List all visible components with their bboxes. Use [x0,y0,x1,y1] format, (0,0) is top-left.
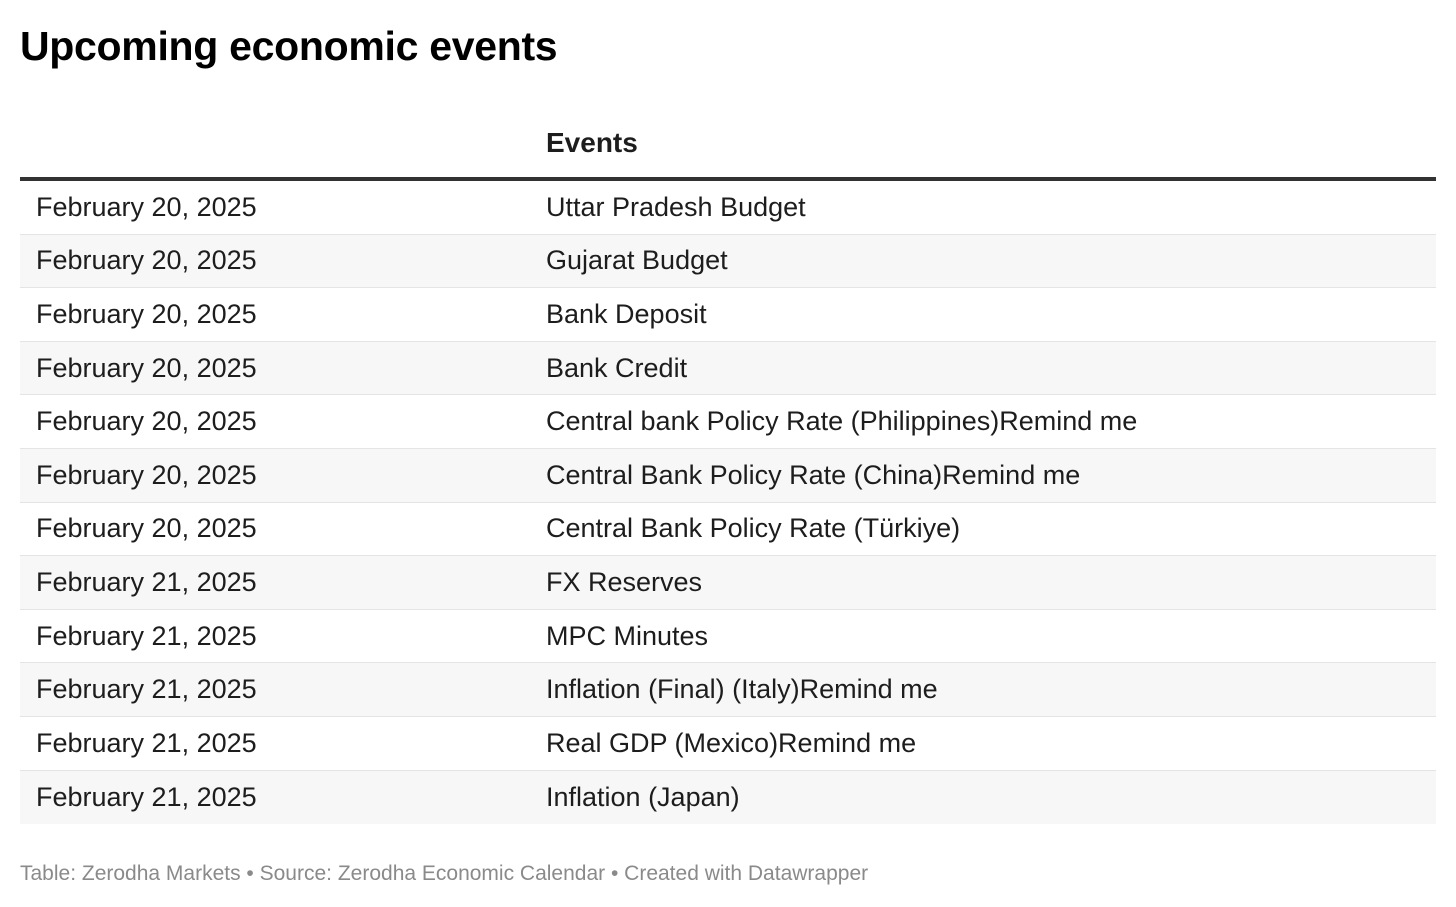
event-cell: Inflation (Japan) [546,781,740,812]
date-cell: February 21, 2025 [36,566,257,597]
table-row: February 21, 2025 Inflation (Final) (Ital… [20,663,1436,717]
date-cell: February 20, 2025 [36,191,257,222]
table-row: February 21, 2025 Real GDP (Mexico)Remind… [20,717,1436,771]
source-footer: Table: Zerodha Markets • Source: Zerodha… [20,862,869,885]
date-cell: February 20, 2025 [36,352,257,383]
event-cell: Gujarat Budget [546,245,728,276]
date-cell: February 21, 2025 [36,727,257,758]
date-cell: February 20, 2025 [36,245,257,276]
date-cell: February 21, 2025 [36,781,257,812]
table-row: February 20, 2025 Gujarat Budget [20,234,1436,289]
date-cell: February 21, 2025 [36,674,257,705]
event-cell: Bank Deposit [546,298,707,329]
event-cell: Central bank Policy Rate (Philippines)Re… [546,406,1138,437]
table-header: Events [20,107,1436,181]
table-row: February 21, 2025 Inflation (Japan) [20,770,1436,825]
table-body: February 20, 2025 Uttar Pradesh Budget Feb… [20,181,1436,825]
event-cell: Uttar Pradesh Budget [546,191,806,222]
table-row: February 21, 2025 FX Reserves [20,556,1436,610]
column-header-events: Events [546,127,638,158]
event-cell: FX Reserves [546,566,703,597]
event-cell: Inflation (Final) (Italy)Remind me [546,674,938,705]
table-row: February 20, 2025 Central bank Policy Rat… [20,395,1436,449]
chart-title: Upcoming economic events [20,23,558,69]
table-row: February 20, 2025 Uttar Pradesh Budget [20,181,1436,235]
event-cell: MPC Minutes [546,620,709,651]
event-cell: Real GDP (Mexico)Remind me [546,727,917,758]
date-cell: February 20, 2025 [36,298,257,329]
event-cell: Bank Credit [546,352,688,383]
date-cell: February 20, 2025 [36,513,257,544]
table-row: February 21, 2025 MPC Minutes [20,610,1436,664]
date-cell: February 20, 2025 [36,459,257,490]
events-table: Events February 20, 2025 Uttar Pradesh Bu… [20,107,1436,825]
event-cell: Central Bank Policy Rate (China)Remind m… [546,459,1081,490]
event-cell: Central Bank Policy Rate (Türkiye) [546,513,961,544]
table-row: February 20, 2025 Bank Credit [20,341,1436,396]
table-row: February 20, 2025 Central Bank Policy Rat… [20,448,1436,503]
date-cell: February 20, 2025 [36,406,257,437]
table-row: February 20, 2025 Central Bank Policy Rat… [20,503,1436,557]
table-row: February 20, 2025 Bank Deposit [20,288,1436,342]
date-cell: February 21, 2025 [36,620,257,651]
